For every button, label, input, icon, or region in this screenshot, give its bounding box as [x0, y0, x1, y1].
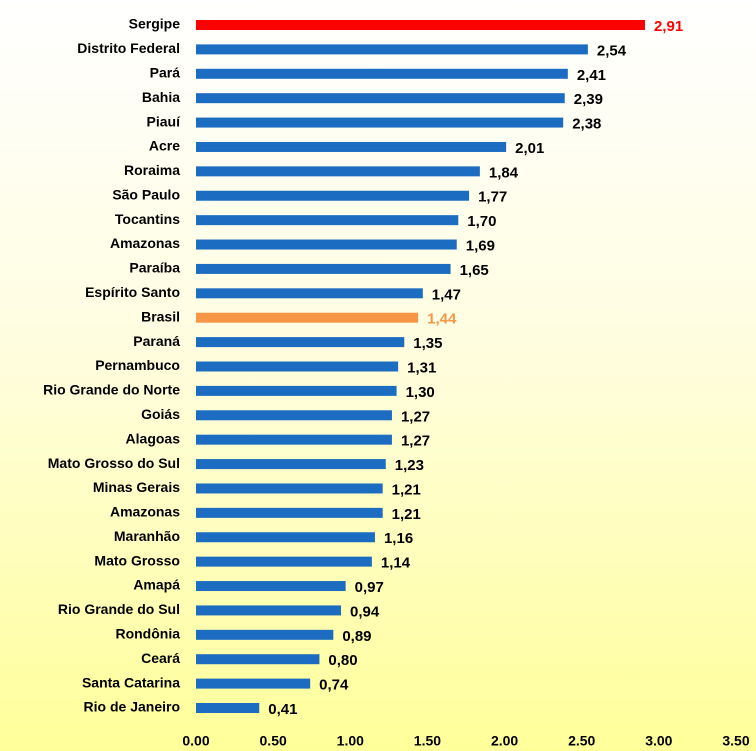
category-label: Piauí	[147, 113, 182, 129]
category-label: Amapá	[133, 577, 180, 593]
category-label: Tocantins	[115, 211, 180, 227]
bar	[196, 678, 311, 689]
value-label: 0,41	[268, 701, 297, 718]
category-label: Brasil	[141, 308, 180, 324]
value-label: 2,38	[572, 116, 601, 133]
bar	[196, 410, 392, 421]
value-label: 1,77	[478, 189, 507, 206]
x-tick-label: 2.00	[491, 733, 518, 749]
x-tick-label: 3.50	[722, 733, 749, 749]
category-label: São Paulo	[112, 186, 180, 202]
value-label: 0,80	[328, 652, 357, 669]
category-label: Amazonas	[110, 235, 180, 251]
value-label: 0,89	[342, 628, 371, 645]
value-label: 1,69	[466, 238, 495, 255]
bar	[196, 93, 565, 104]
category-label: Distrito Federal	[77, 40, 180, 56]
x-tick-label: 0.50	[260, 733, 287, 749]
bar	[196, 44, 588, 55]
category-label: Espírito Santo	[85, 284, 180, 300]
category-label: Paraná	[133, 333, 180, 349]
category-label: Rondônia	[115, 626, 180, 642]
value-label: 0,74	[319, 677, 349, 694]
bar	[196, 532, 375, 543]
category-label: Mato Grosso do Sul	[48, 455, 180, 471]
category-label: Sergipe	[129, 16, 181, 32]
category-label: Ceará	[141, 650, 180, 666]
value-label: 1,65	[460, 262, 489, 279]
bar	[196, 215, 459, 226]
bar	[196, 337, 405, 348]
x-tick-label: 3.00	[645, 733, 672, 749]
value-label: 1,84	[489, 164, 519, 181]
bar	[196, 556, 372, 567]
value-label: 1,21	[392, 506, 421, 523]
category-label: Pernambuco	[95, 357, 180, 373]
bar	[196, 434, 392, 445]
value-label: 1,14	[381, 555, 411, 572]
category-label: Rio Grande do Norte	[43, 382, 180, 398]
x-tick-label: 0.00	[182, 733, 209, 749]
bar	[196, 459, 386, 470]
bar	[196, 288, 423, 299]
value-label: 1,16	[384, 530, 413, 547]
value-label: 2,39	[574, 91, 603, 108]
category-label: Rio Grande do Sul	[58, 601, 180, 617]
bar	[196, 507, 383, 518]
value-label: 2,41	[577, 67, 606, 84]
bar	[196, 68, 568, 79]
x-tick-label: 1.50	[414, 733, 441, 749]
value-label: 0,97	[355, 579, 384, 596]
category-label: Maranhão	[114, 528, 180, 544]
x-tick-label: 1.00	[337, 733, 364, 749]
category-label: Goiás	[141, 406, 180, 422]
value-label: 1,35	[413, 335, 442, 352]
bar	[196, 117, 564, 128]
value-label: 1,70	[467, 213, 496, 230]
bar	[196, 190, 470, 201]
bar	[196, 239, 457, 250]
value-label: 1,27	[401, 433, 430, 450]
category-label: Amazonas	[110, 504, 180, 520]
bar	[196, 263, 451, 274]
value-label: 1,21	[392, 481, 421, 498]
category-label: Roraima	[124, 162, 180, 178]
bar	[196, 385, 397, 396]
value-label: 2,01	[515, 140, 544, 157]
category-label: Paraíba	[129, 260, 180, 276]
value-label: 1,31	[407, 359, 436, 376]
value-label: 1,30	[406, 384, 435, 401]
value-label: 1,47	[432, 286, 461, 303]
category-label: Alagoas	[126, 430, 181, 446]
category-label: Acre	[149, 138, 180, 154]
value-label: 0,94	[350, 603, 380, 620]
category-label: Minas Gerais	[93, 479, 180, 495]
category-label: Pará	[150, 64, 181, 80]
bar	[196, 361, 399, 372]
bar	[196, 20, 645, 30]
bar	[196, 312, 419, 323]
bar	[196, 605, 342, 616]
x-tick-label: 2.50	[568, 733, 595, 749]
bar	[196, 166, 480, 177]
category-label: Rio de Janeiro	[84, 699, 180, 715]
category-label: Santa Catarina	[82, 674, 180, 690]
bar	[196, 581, 346, 592]
category-label: Bahia	[142, 89, 180, 105]
value-label: 1,23	[395, 457, 424, 474]
value-label: 2,54	[597, 42, 627, 59]
bar	[196, 483, 383, 494]
value-label: 1,27	[401, 408, 430, 425]
bar	[196, 654, 320, 665]
bar	[196, 141, 507, 152]
value-label: 1,44	[427, 311, 457, 328]
category-label: Mato Grosso	[94, 552, 180, 568]
value-label: 2,91	[654, 18, 683, 35]
bar	[196, 629, 334, 640]
bar	[196, 703, 260, 713]
